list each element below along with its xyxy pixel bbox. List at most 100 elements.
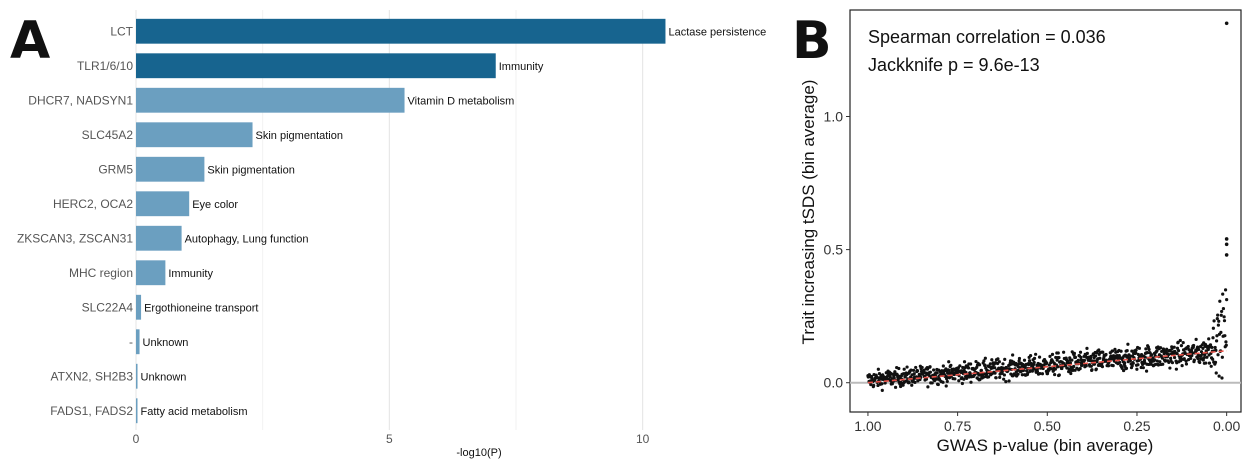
panel-b-y-ticks: 0.0 0.5 1.0 [824, 108, 850, 391]
data-point [1130, 349, 1134, 353]
data-point [1221, 292, 1225, 296]
data-point [1067, 369, 1071, 374]
data-point [1213, 345, 1217, 350]
data-point [1225, 298, 1229, 302]
data-point [869, 382, 873, 387]
data-point [876, 383, 880, 388]
data-point [876, 367, 880, 371]
data-point [909, 368, 913, 372]
data-point [1082, 358, 1087, 362]
data-point [1156, 363, 1161, 367]
data-point [914, 365, 918, 370]
panel-a-x-axis-title: -log10(P) [456, 447, 501, 459]
data-point [979, 368, 984, 372]
data-point [944, 384, 948, 388]
data-point [1023, 365, 1027, 369]
data-point [1172, 355, 1177, 360]
data-point [1053, 372, 1057, 377]
panel-a-gridlines [135, 10, 644, 430]
data-point [1224, 340, 1228, 344]
data-point [1182, 357, 1186, 361]
panel-a-bars [136, 18, 666, 424]
data-point [990, 358, 994, 362]
data-point [1141, 366, 1145, 370]
data-point [1155, 359, 1159, 363]
category-label: HERC2, OCA2 [53, 197, 133, 211]
data-point [1035, 369, 1040, 373]
spearman-annotation: Spearman correlation = 0.036 [868, 27, 1106, 47]
data-point [1084, 364, 1088, 368]
data-point [1197, 347, 1201, 352]
category-label: MHC region [69, 266, 133, 280]
data-point [1134, 348, 1138, 352]
data-point [1223, 288, 1228, 292]
data-point [947, 360, 951, 364]
data-point [1178, 338, 1182, 343]
data-point [962, 360, 967, 364]
data-point [1003, 357, 1007, 361]
data-point [1169, 356, 1173, 361]
data-point [913, 380, 917, 385]
y-tick-label: 0.0 [824, 375, 844, 391]
panel-b-y-axis-title: Trait increasing tSDS (bin average) [799, 80, 818, 345]
data-point [1192, 358, 1196, 362]
data-point [1219, 330, 1223, 334]
outlier-point [1224, 21, 1229, 26]
trend-line [867, 349, 1227, 384]
data-point [1221, 306, 1226, 311]
data-point [1078, 350, 1083, 354]
data-point [1216, 323, 1220, 327]
bar-annotation: Skin pigmentation [207, 164, 294, 176]
data-point [928, 370, 933, 374]
data-point [1017, 356, 1022, 361]
data-point [1055, 358, 1059, 362]
data-point [1137, 346, 1141, 350]
data-point [1175, 352, 1179, 356]
data-point [1219, 313, 1223, 317]
y-tick-label: 1.0 [824, 108, 844, 124]
data-point [930, 381, 934, 385]
data-point [1208, 343, 1213, 347]
data-point [1172, 345, 1176, 349]
data-point [1101, 350, 1105, 354]
bar [136, 329, 140, 355]
data-point [1147, 347, 1151, 352]
data-point [1002, 377, 1006, 381]
data-point [1207, 337, 1211, 341]
bar [136, 363, 138, 389]
data-point [883, 381, 887, 385]
data-point [1104, 352, 1108, 357]
data-point [1207, 361, 1212, 365]
data-point [1026, 371, 1030, 375]
data-point [928, 365, 932, 369]
data-point [941, 380, 945, 384]
data-point [1213, 360, 1218, 364]
data-point [1016, 372, 1020, 376]
panel-b-trend-line [867, 349, 1227, 384]
data-point [1037, 355, 1042, 359]
data-point [1168, 366, 1172, 370]
data-point [949, 363, 953, 367]
data-point [1143, 355, 1147, 359]
bar-annotation: Fatty acid metabolism [141, 406, 248, 418]
data-point [1183, 351, 1187, 355]
data-point [1215, 317, 1219, 321]
bar [136, 53, 496, 79]
data-point [1214, 371, 1218, 375]
data-point [983, 363, 987, 367]
data-point [1192, 343, 1196, 348]
data-point [974, 359, 978, 364]
data-point [1134, 351, 1138, 355]
data-point [1211, 357, 1215, 361]
data-point [1211, 326, 1215, 330]
data-point [880, 388, 884, 392]
data-point [1146, 345, 1150, 349]
data-point [1076, 358, 1080, 362]
category-label: ATXN2, SH2B3 [51, 369, 134, 383]
data-point [960, 381, 964, 386]
bar [136, 225, 182, 251]
data-point [1170, 361, 1175, 365]
data-point [1203, 342, 1208, 347]
data-point [1072, 351, 1077, 355]
